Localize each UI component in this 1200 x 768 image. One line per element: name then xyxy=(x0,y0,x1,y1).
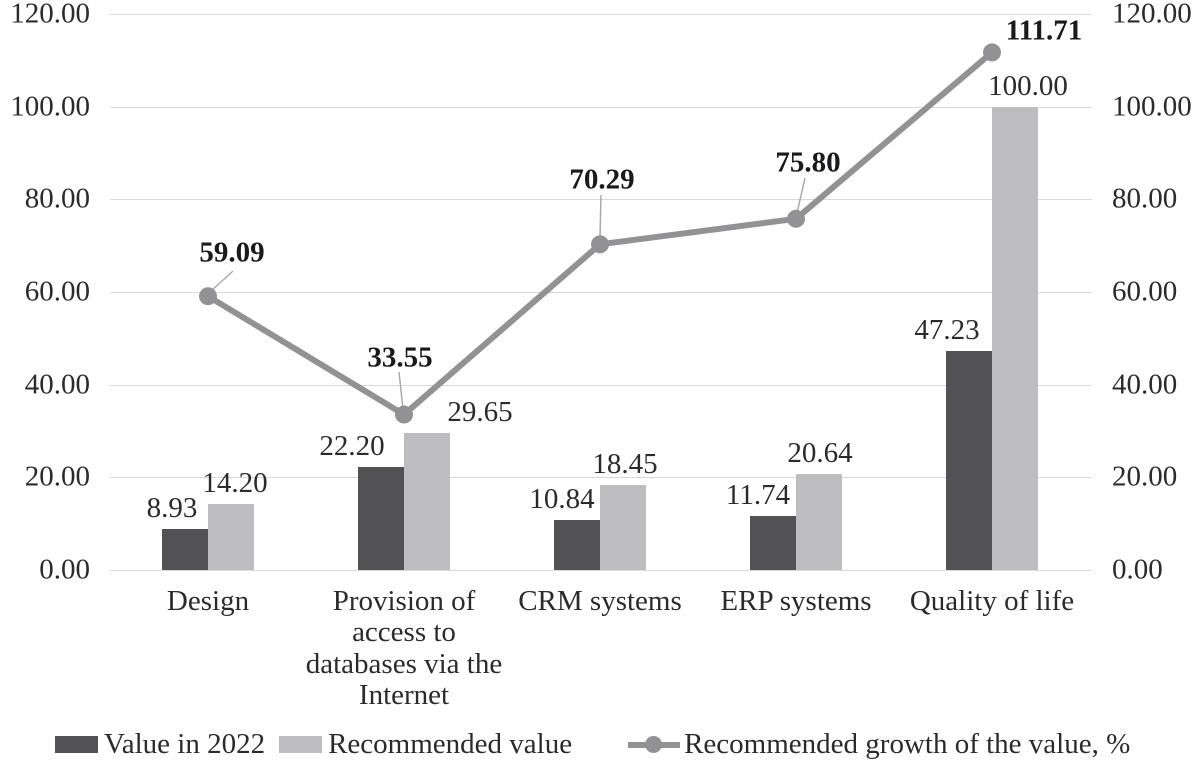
legend: Value in 2022 Recommended value Recommende… xyxy=(55,730,1130,759)
legend-swatch-growth-line xyxy=(628,735,681,754)
gridline xyxy=(110,199,1092,201)
legend-item: Recommended growth of the value, % xyxy=(628,730,1130,759)
x-axis-category-label: ERP systems xyxy=(720,585,872,617)
y-axis-tick-label-left: 80.00 xyxy=(24,182,90,215)
leader-line xyxy=(599,194,602,238)
y-axis-tick-label-right: 120.00 xyxy=(1112,0,1192,30)
bar-value-label: 20.64 xyxy=(787,437,853,470)
y-axis-tick-label-right: 20.00 xyxy=(1112,460,1178,493)
line-value-label: 75.80 xyxy=(775,146,841,179)
x-axis-category-label: Provision of access to databases via the… xyxy=(305,585,503,711)
line-marker xyxy=(199,287,217,306)
y-axis-tick-label-right: 100.00 xyxy=(1112,90,1192,123)
legend-label: Recommended growth of the value, % xyxy=(684,728,1131,760)
gridline xyxy=(110,14,1092,15)
bar-value-2022 xyxy=(162,528,208,570)
y-axis-tick-label-left: 40.00 xyxy=(24,368,90,401)
line-value-label: 70.29 xyxy=(569,163,635,196)
gridline xyxy=(110,292,1092,293)
bar-value-2022 xyxy=(554,519,600,570)
y-axis-tick-label-left: 60.00 xyxy=(24,275,90,308)
bar-value-label: 47.23 xyxy=(914,314,980,347)
bar-value-label: 22.20 xyxy=(319,430,385,463)
legend-swatch-value-2022 xyxy=(55,736,98,753)
gridline xyxy=(110,570,1092,571)
bar-value-2022 xyxy=(358,467,404,570)
line-marker xyxy=(983,43,1001,62)
y-axis-tick-label-left: 120.00 xyxy=(10,0,90,30)
bar-recommended xyxy=(796,474,842,570)
x-axis-category-label: CRM systems xyxy=(518,585,682,617)
line-marker xyxy=(787,209,805,228)
bar-value-label: 18.45 xyxy=(592,447,658,480)
bar-value-label: 11.74 xyxy=(725,478,791,511)
y-axis-tick-label-left: 20.00 xyxy=(24,460,90,493)
bar-recommended xyxy=(404,432,450,570)
gridline xyxy=(110,106,1092,108)
legend-label: Recommended value xyxy=(328,728,573,760)
y-axis-tick-label-right: 40.00 xyxy=(1112,368,1178,401)
leader-line xyxy=(398,371,404,410)
gridline xyxy=(110,384,1092,386)
bar-value-2022 xyxy=(750,515,796,570)
y-axis-tick-label-left: 0.00 xyxy=(39,553,90,586)
line-marker xyxy=(591,235,609,254)
x-axis-category-label: Design xyxy=(166,585,250,617)
legend-item: Value in 2022 xyxy=(55,730,265,759)
leader-line xyxy=(210,270,234,292)
legend-swatch-recommended-value xyxy=(279,736,323,753)
bar-value-label: 14.20 xyxy=(202,467,268,500)
line-marker xyxy=(395,405,413,424)
line-value-label: 111.71 xyxy=(1005,14,1083,47)
y-axis-tick-label-right: 80.00 xyxy=(1112,182,1178,215)
y-axis-tick-label-right: 60.00 xyxy=(1112,275,1178,308)
y-axis-tick-label-right: 0.00 xyxy=(1112,553,1163,586)
bar-value-label: 100.00 xyxy=(988,69,1068,102)
bar-value-label: 10.84 xyxy=(529,482,595,515)
bar-recommended xyxy=(992,106,1038,570)
gridline xyxy=(110,477,1092,479)
bar-recommended xyxy=(208,504,254,570)
legend-label: Value in 2022 xyxy=(104,728,266,760)
bar-recommended xyxy=(600,484,646,570)
y-axis-tick-label-left: 100.00 xyxy=(10,90,90,123)
line-value-label: 59.09 xyxy=(199,236,265,269)
leader-line xyxy=(796,177,806,214)
bar-value-2022 xyxy=(946,351,992,570)
legend-item: Recommended value xyxy=(279,730,572,759)
bar-value-label: 29.65 xyxy=(447,395,513,428)
x-axis-category-label: Quality of life xyxy=(909,585,1075,617)
bar-value-label: 8.93 xyxy=(146,491,198,524)
line-value-label: 33.55 xyxy=(367,341,433,374)
legend-marker-icon xyxy=(645,735,663,753)
